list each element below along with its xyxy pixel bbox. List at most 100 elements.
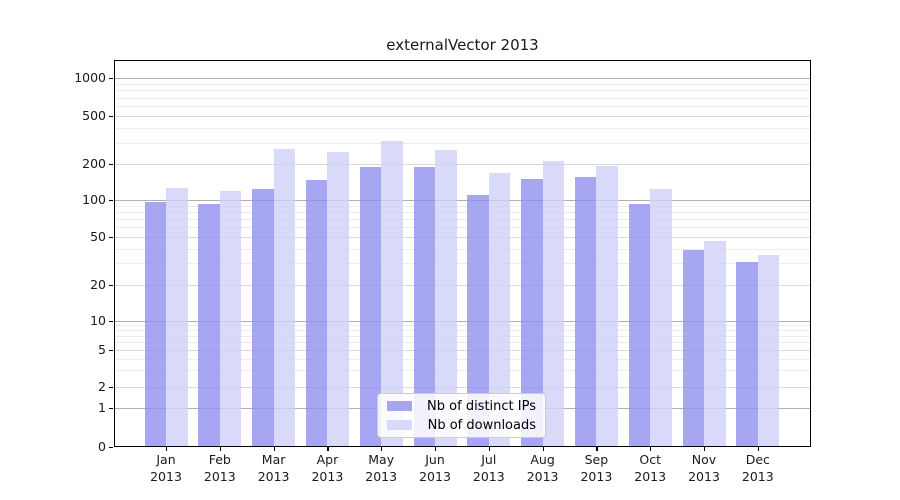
y-tick-label: 100 <box>82 192 106 207</box>
y-tick-mark <box>109 386 113 388</box>
minor-gridline <box>114 127 811 129</box>
major-gridline <box>114 200 811 201</box>
x-tick-label-year: 2013 <box>741 469 774 484</box>
x-tick-label-year: 2013 <box>526 469 559 484</box>
major-gridline <box>114 284 811 286</box>
y-tick-label: 2 <box>98 378 106 394</box>
bar-distinct-ips <box>305 179 328 447</box>
minor-gridline <box>114 205 811 207</box>
y-tick-label: 500 <box>82 108 106 123</box>
legend-item-distinct-ips: Nb of distinct IPs <box>387 399 536 414</box>
major-gridline <box>114 164 811 165</box>
x-tick-mark <box>381 447 383 451</box>
y-tick-label: 1 <box>98 400 106 416</box>
major-gridline <box>114 350 811 351</box>
x-tick-label-month: Jun <box>425 452 445 467</box>
legend-label-distinct-ips: Nb of distinct IPs <box>427 398 536 414</box>
bar-distinct-ips <box>413 166 435 447</box>
x-tick-mark <box>488 447 490 451</box>
bar-distinct-ips <box>198 204 220 447</box>
bar-distinct-ips <box>521 179 543 447</box>
minor-gridline <box>114 330 811 332</box>
bar-downloads <box>435 149 457 447</box>
x-tick-label-year: 2013 <box>419 469 451 484</box>
x-tick-mark <box>757 447 759 451</box>
major-gridline <box>114 237 811 238</box>
bar-distinct-ips <box>252 188 274 447</box>
x-tick-label-year: 2013 <box>365 469 398 484</box>
major-gridline <box>114 78 811 79</box>
minor-gridline <box>114 263 811 265</box>
bar-distinct-ips <box>628 204 651 447</box>
y-tick-mark <box>109 237 113 239</box>
bar-distinct-ips <box>359 166 382 447</box>
bar-downloads <box>219 190 242 447</box>
bar-downloads <box>327 152 349 447</box>
minor-gridline <box>114 211 811 213</box>
major-gridline <box>114 116 811 117</box>
bar-downloads <box>542 160 565 447</box>
x-tick-label-month: Apr <box>316 452 339 467</box>
major-gridline <box>114 386 811 388</box>
legend: Nb of distinct IPs Nb of downloads <box>377 393 546 438</box>
x-tick-mark <box>327 447 329 451</box>
x-tick-label-month: Nov <box>691 452 717 467</box>
minor-gridline <box>114 370 811 372</box>
legend-swatch-downloads <box>387 420 412 430</box>
minor-gridline <box>114 90 811 92</box>
y-tick-mark <box>109 78 113 80</box>
x-tick-label-month: Aug <box>530 452 555 467</box>
x-tick-label-year: 2013 <box>472 469 505 484</box>
y-tick-label: 1000 <box>74 70 106 85</box>
minor-gridline <box>114 106 811 107</box>
y-tick-mark <box>109 116 113 118</box>
bar-distinct-ips <box>682 249 704 447</box>
x-tick-label-month: Mar <box>261 452 286 467</box>
minor-gridline <box>114 342 811 344</box>
chart-title: externalVector 2013 <box>386 36 539 54</box>
legend-swatch-distinct-ips <box>387 401 412 411</box>
y-tick-mark <box>109 200 113 202</box>
bar-distinct-ips <box>144 201 166 447</box>
x-tick-label-month: Feb <box>208 452 231 467</box>
y-tick-label: 10 <box>90 313 106 328</box>
minor-gridline <box>114 227 811 229</box>
x-tick-mark <box>273 447 275 451</box>
x-tick-mark <box>435 447 437 451</box>
bar-downloads <box>704 241 726 447</box>
x-tick-label-month: Jul <box>481 452 497 467</box>
minor-gridline <box>114 335 811 337</box>
x-tick-label-year: 2013 <box>580 469 613 484</box>
x-tick-label-year: 2013 <box>257 469 290 484</box>
major-gridline <box>114 321 811 322</box>
y-tick-label: 5 <box>98 342 106 357</box>
minor-gridline <box>114 358 811 360</box>
bar-downloads <box>381 141 403 447</box>
minor-gridline <box>114 83 811 85</box>
bar-downloads <box>596 165 618 447</box>
x-tick-label-month: Jan <box>156 452 176 467</box>
legend-item-downloads: Nb of downloads <box>387 418 536 433</box>
bar-downloads <box>650 188 672 447</box>
x-tick-mark <box>596 447 598 451</box>
bar-downloads <box>273 148 296 447</box>
x-tick-label-year: 2013 <box>688 469 720 484</box>
x-tick-mark <box>219 447 221 451</box>
y-tick-label: 50 <box>90 229 106 244</box>
minor-gridline <box>114 97 811 99</box>
x-tick-label-year: 2013 <box>634 469 667 484</box>
y-tick-label: 0 <box>98 439 106 454</box>
y-tick-mark <box>109 321 113 323</box>
minor-gridline <box>114 142 811 144</box>
y-tick-mark <box>109 447 113 449</box>
bar-downloads <box>757 255 780 447</box>
y-tick-label: 20 <box>90 276 106 292</box>
bar-downloads <box>166 187 188 447</box>
legend-label-downloads: Nb of downloads <box>427 417 536 433</box>
x-tick-label-year: 2013 <box>150 469 182 484</box>
plot-area-border <box>114 60 811 447</box>
y-tick-mark <box>109 284 113 286</box>
minor-gridline <box>114 325 811 327</box>
x-tick-mark <box>542 447 544 451</box>
